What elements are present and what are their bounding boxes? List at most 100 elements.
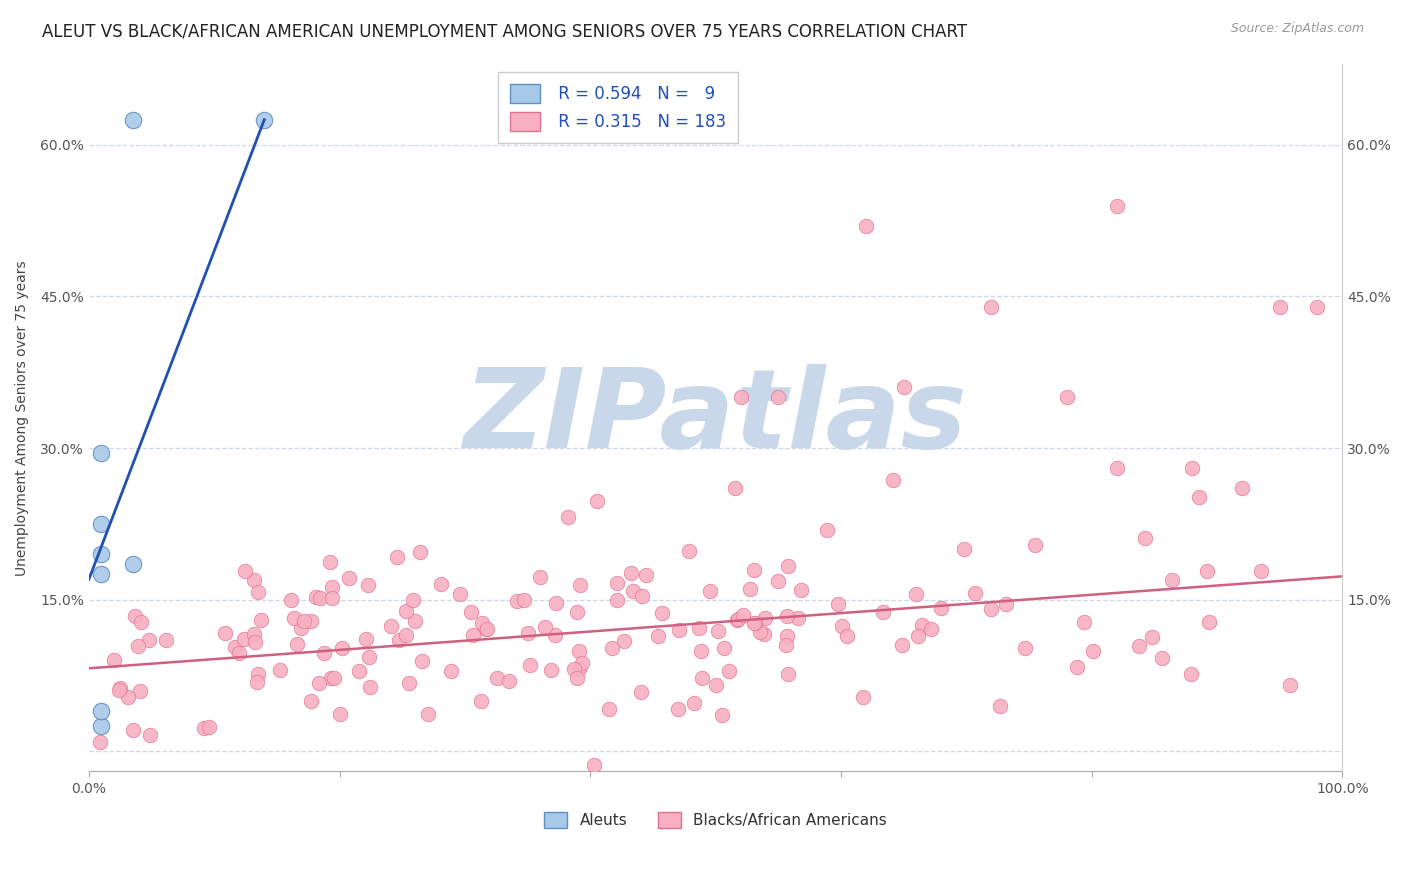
- Point: [776, 558, 799, 573]
- Point: [1066, 660, 1088, 674]
- Point: [920, 622, 942, 636]
- Point: [565, 605, 588, 619]
- Point: [299, 694, 322, 708]
- Point: [1128, 639, 1150, 653]
- Point: [752, 627, 775, 641]
- Point: [606, 592, 628, 607]
- Point: [718, 664, 741, 678]
- Point: [980, 602, 1002, 616]
- Point: [243, 573, 266, 587]
- Point: [90, 704, 112, 718]
- Point: [232, 632, 254, 647]
- Point: [1250, 564, 1272, 578]
- Point: [831, 619, 853, 633]
- Point: [269, 663, 291, 677]
- Point: [754, 611, 776, 625]
- Point: [1161, 573, 1184, 587]
- Point: [744, 616, 766, 631]
- Point: [630, 685, 652, 699]
- Point: [318, 555, 340, 569]
- Point: [89, 735, 111, 749]
- Point: [308, 676, 330, 690]
- Point: [988, 699, 1011, 714]
- Point: [683, 696, 706, 710]
- Point: [280, 593, 302, 607]
- Point: [1105, 198, 1128, 212]
- Point: [776, 608, 799, 623]
- Point: [815, 523, 838, 537]
- Point: [1181, 461, 1204, 475]
- Point: [108, 681, 131, 695]
- Point: [621, 583, 644, 598]
- Point: [1268, 300, 1291, 314]
- Point: [398, 676, 420, 690]
- Point: [738, 582, 761, 596]
- Point: [470, 694, 492, 708]
- Point: [602, 641, 624, 656]
- Point: [742, 615, 765, 630]
- Point: [155, 633, 177, 648]
- Point: [388, 632, 411, 647]
- Point: [775, 638, 797, 652]
- Point: [1135, 531, 1157, 545]
- Point: [385, 550, 408, 565]
- Point: [506, 594, 529, 608]
- Point: [90, 446, 112, 460]
- Point: [678, 544, 700, 558]
- Text: ZIPatlas: ZIPatlas: [464, 364, 967, 471]
- Point: [411, 654, 433, 668]
- Point: [835, 629, 858, 643]
- Point: [647, 629, 669, 643]
- Point: [90, 567, 112, 582]
- Point: [666, 702, 689, 716]
- Point: [139, 728, 162, 742]
- Point: [688, 622, 710, 636]
- Point: [651, 607, 673, 621]
- Point: [124, 608, 146, 623]
- Point: [1014, 640, 1036, 655]
- Point: [706, 624, 728, 639]
- Point: [108, 683, 131, 698]
- Point: [127, 639, 149, 653]
- Point: [395, 627, 418, 641]
- Point: [319, 671, 342, 685]
- Point: [329, 707, 352, 722]
- Point: [337, 571, 360, 585]
- Point: [1105, 461, 1128, 475]
- Point: [731, 608, 754, 623]
- Point: [121, 112, 143, 127]
- Point: [965, 586, 987, 600]
- Point: [404, 614, 426, 628]
- Point: [713, 640, 735, 655]
- Point: [690, 643, 713, 657]
- Point: [710, 707, 733, 722]
- Point: [519, 657, 541, 672]
- Point: [1230, 482, 1253, 496]
- Point: [568, 662, 591, 676]
- Point: [882, 473, 904, 487]
- Point: [475, 622, 498, 636]
- Point: [103, 653, 125, 667]
- Point: [460, 605, 482, 619]
- Point: [872, 605, 894, 619]
- Point: [699, 584, 721, 599]
- Point: [631, 590, 654, 604]
- Point: [287, 637, 309, 651]
- Point: [749, 624, 772, 639]
- Point: [129, 615, 152, 630]
- Point: [246, 675, 269, 690]
- Point: [1083, 643, 1105, 657]
- Point: [776, 667, 799, 681]
- Point: [1198, 615, 1220, 629]
- Point: [330, 641, 353, 656]
- Legend: Aleuts, Blacks/African Americans: Aleuts, Blacks/African Americans: [538, 806, 893, 834]
- Point: [557, 510, 579, 524]
- Point: [214, 626, 236, 640]
- Y-axis label: Unemployment Among Seniors over 75 years: Unemployment Among Seniors over 75 years: [15, 260, 30, 575]
- Point: [613, 634, 636, 648]
- Point: [980, 300, 1002, 314]
- Point: [911, 618, 934, 632]
- Point: [253, 112, 276, 127]
- Point: [1152, 650, 1174, 665]
- Point: [440, 664, 463, 678]
